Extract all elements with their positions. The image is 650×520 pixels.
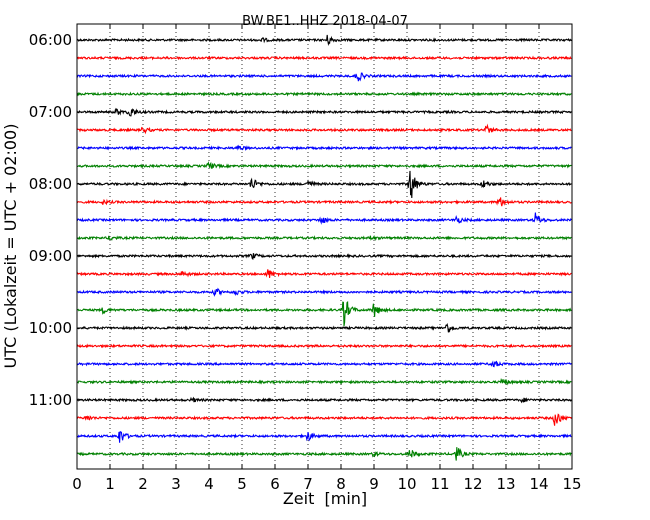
- x-axis-label: Zeit [min]: [283, 489, 367, 508]
- trace-0915: [76, 269, 572, 278]
- x-tick-label-11: 11: [430, 475, 449, 493]
- trace-0800: [76, 170, 572, 199]
- trace-0900: [76, 253, 572, 261]
- trace-1030: [76, 360, 572, 368]
- trace-0615: [76, 55, 572, 61]
- trace-0815: [76, 197, 572, 207]
- x-tick-label-8: 8: [336, 475, 346, 493]
- x-tick-label-1: 1: [105, 475, 115, 493]
- y-tick-label-0900: 09:00: [29, 247, 72, 265]
- trace-0730: [76, 144, 572, 152]
- x-tick-label-3: 3: [171, 475, 181, 493]
- trace-0930: [76, 287, 572, 297]
- trace-1045: [76, 378, 572, 386]
- x-tick-label-7: 7: [303, 475, 313, 493]
- chart-title: BW.BE1..HHZ 2018-04-07: [242, 14, 408, 29]
- x-tick-label-13: 13: [496, 475, 515, 493]
- y-axis-ticks: 06:00 07:00 08:00 09:00 10:00 11:00: [29, 31, 572, 409]
- trace-1015: [76, 343, 572, 349]
- x-tick-label-2: 2: [138, 475, 148, 493]
- y-tick-label-1000: 10:00: [29, 319, 72, 337]
- x-tick-label-6: 6: [270, 475, 280, 493]
- y-axis-label: UTC (Lokalzeit = UTC + 02:00): [1, 124, 20, 369]
- trace-0700: [76, 107, 572, 117]
- trace-1145: [76, 447, 572, 461]
- x-tick-label-0: 0: [72, 475, 82, 493]
- trace-0715: [76, 123, 572, 135]
- trace-0945: [76, 301, 572, 327]
- x-tick-label-4: 4: [204, 475, 214, 493]
- trace-0645: [76, 91, 572, 97]
- trace-1000: [76, 322, 572, 333]
- seismic-traces: [76, 34, 572, 461]
- trace-1100: [76, 396, 572, 404]
- plot-frame: [76, 23, 573, 470]
- vertical-grid: [109, 24, 540, 469]
- x-tick-label-15: 15: [562, 475, 581, 493]
- y-tick-label-1100: 11:00: [29, 391, 72, 409]
- x-axis-ticks: 0 1 2 3 4 5 6 7 8 9 10 11 12 13 14 15: [72, 24, 582, 493]
- trace-0630: [76, 72, 572, 82]
- trace-1130: [76, 431, 572, 443]
- y-tick-label-0600: 06:00: [29, 31, 72, 49]
- trace-1115: [76, 413, 572, 426]
- trace-0845: [76, 234, 572, 242]
- x-tick-label-12: 12: [463, 475, 482, 493]
- trace-0830: [76, 212, 572, 225]
- y-tick-label-0800: 08:00: [29, 175, 72, 193]
- trace-0745: [76, 161, 572, 170]
- x-tick-label-14: 14: [529, 475, 548, 493]
- y-tick-label-0700: 07:00: [29, 103, 72, 121]
- x-tick-label-9: 9: [369, 475, 379, 493]
- x-tick-label-10: 10: [397, 475, 416, 493]
- x-tick-label-5: 5: [237, 475, 247, 493]
- trace-0600: [76, 34, 572, 47]
